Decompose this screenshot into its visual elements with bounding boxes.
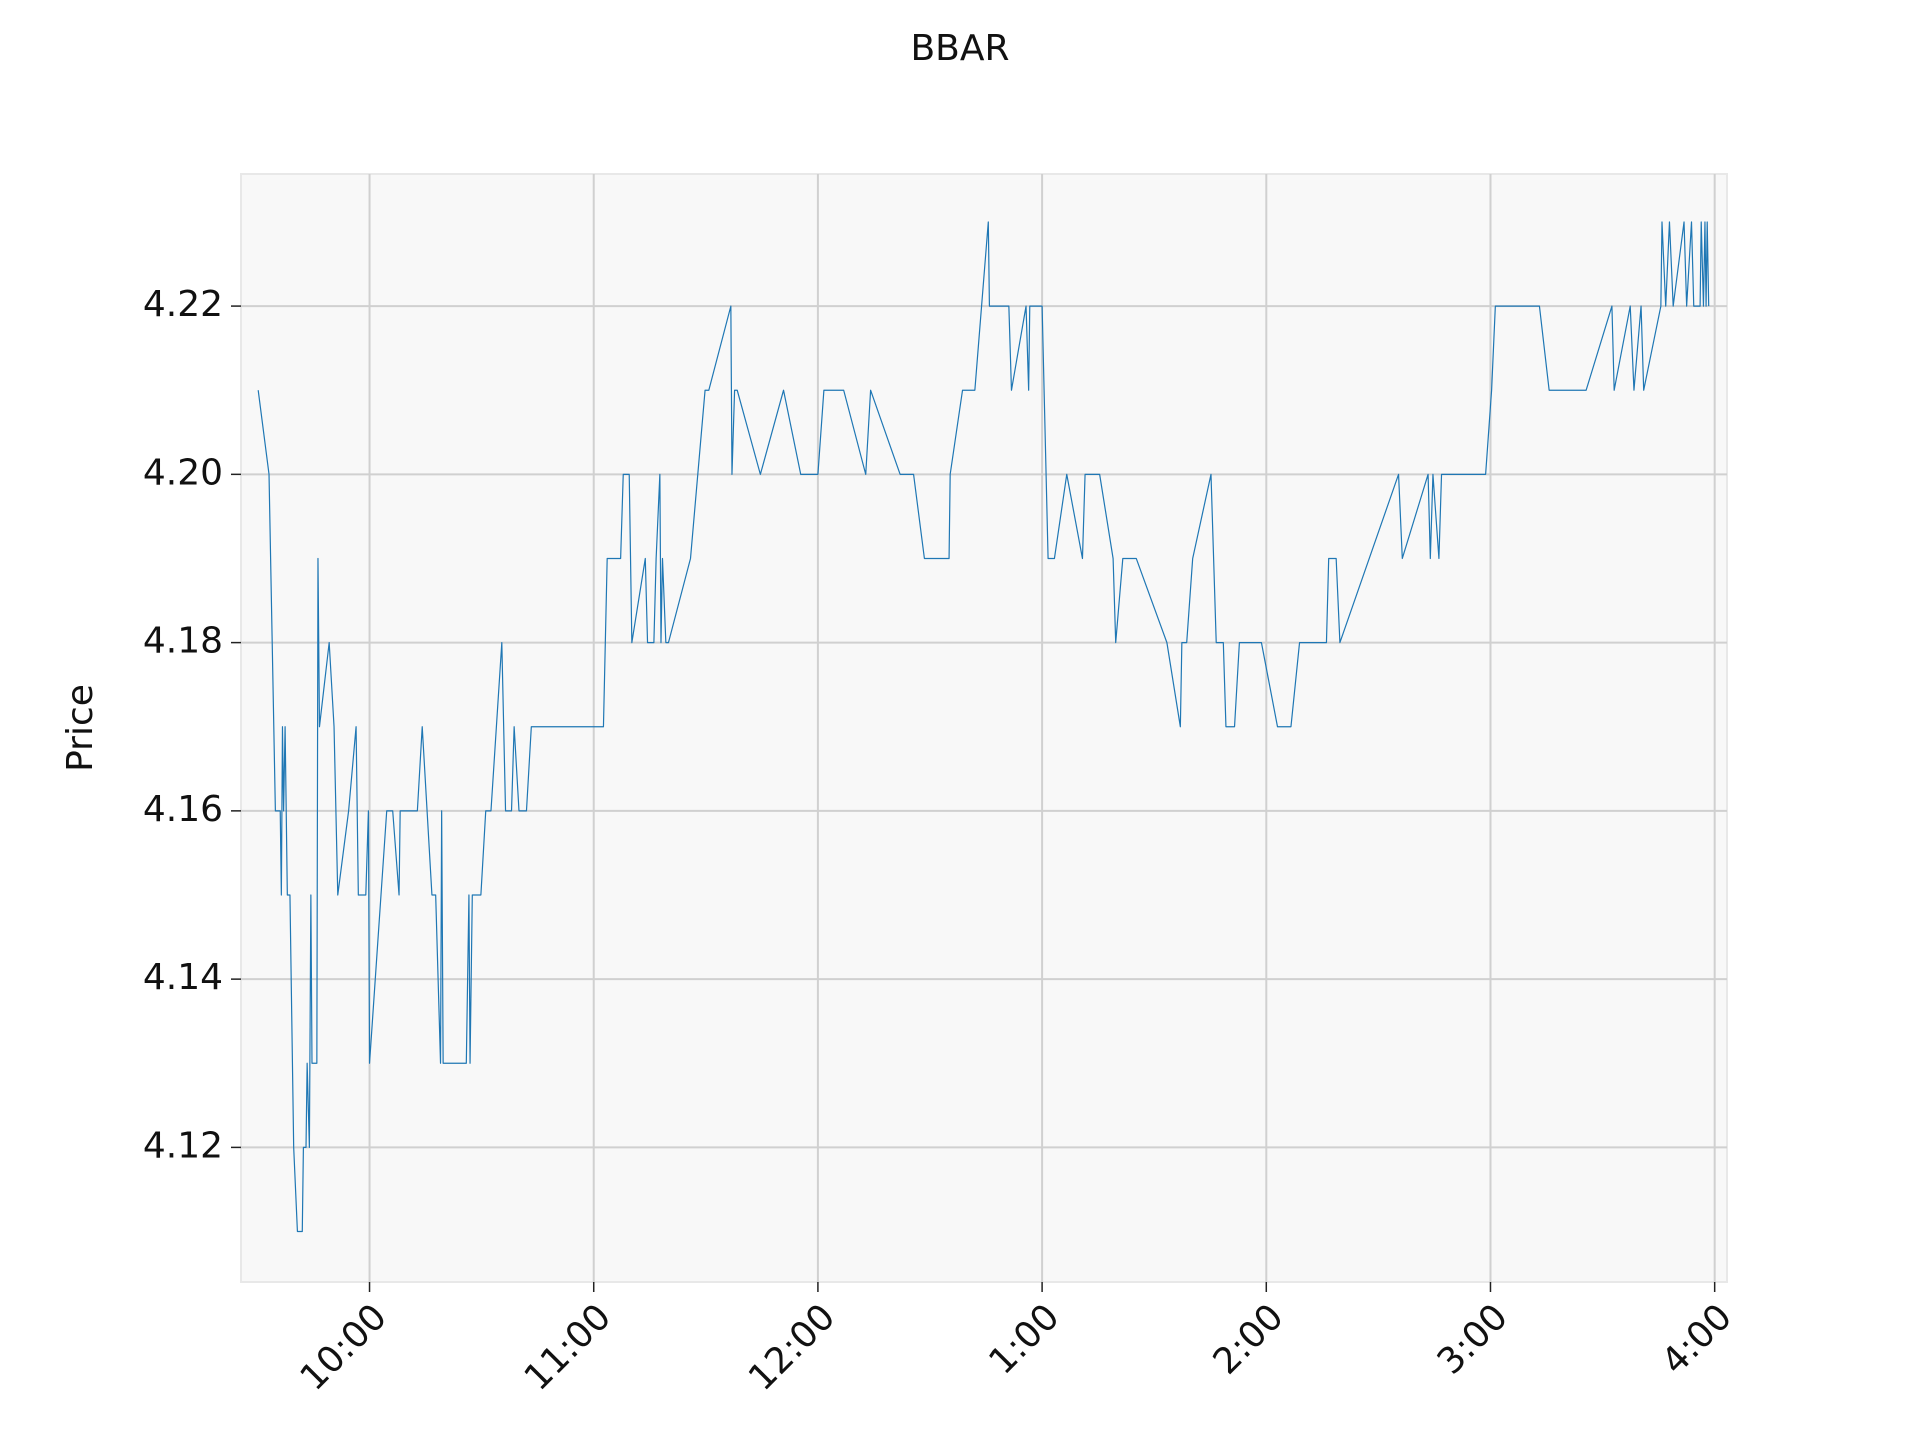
x-tick-label: 10:00: [293, 1296, 395, 1398]
plot-area: [240, 173, 1728, 1283]
y-tick-label: 4.14: [143, 957, 223, 998]
x-tick-label: 2:00: [1206, 1296, 1292, 1382]
x-tick-label: 12:00: [741, 1296, 843, 1398]
y-tick-label: 4.20: [143, 452, 223, 493]
y-tick-label: 4.16: [143, 789, 223, 830]
chart-title: BBAR: [910, 28, 1009, 69]
x-tick-label: 4:00: [1654, 1296, 1740, 1382]
y-tick-label: 4.18: [143, 621, 223, 662]
x-tick-label: 11:00: [517, 1296, 619, 1398]
price-line: [257, 221, 1710, 1233]
y-tick-label: 4.12: [143, 1125, 223, 1166]
x-tick-label: 1:00: [981, 1296, 1067, 1382]
x-tick-label: 3:00: [1430, 1296, 1516, 1382]
y-tick-label: 4.22: [143, 284, 223, 325]
y-axis-label: Price: [60, 684, 101, 772]
